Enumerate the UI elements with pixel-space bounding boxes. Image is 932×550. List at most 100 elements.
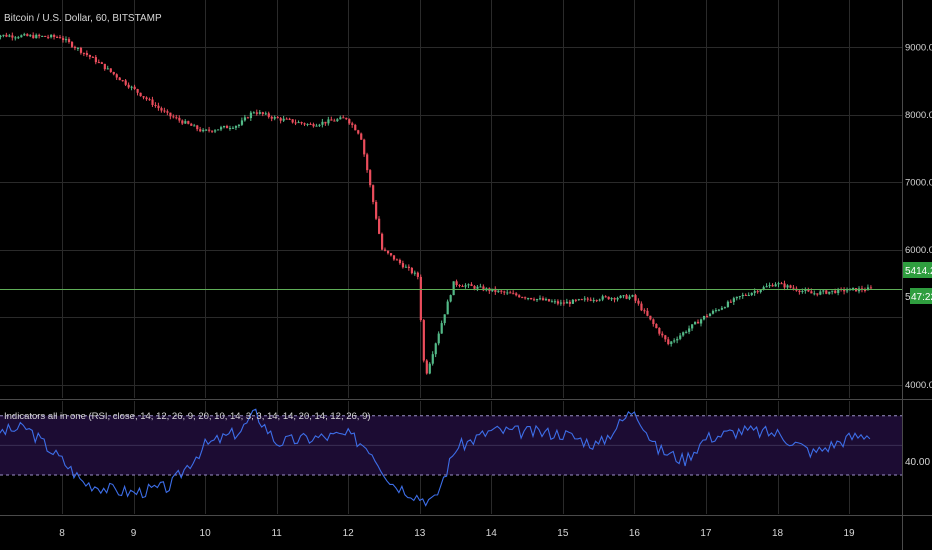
time-axis[interactable]: 8 9 10 11 12 13 14 15 16 17 18 19 — [59, 528, 855, 539]
candle-body — [446, 301, 449, 315]
candle-body — [670, 341, 673, 345]
candle-body — [231, 127, 235, 129]
candle-body — [544, 299, 548, 301]
candle-body — [756, 291, 759, 293]
candle-body — [321, 121, 324, 125]
candle-body — [303, 123, 306, 125]
candle-body — [658, 328, 661, 334]
candle-body — [556, 301, 560, 304]
candle-body — [163, 110, 166, 112]
candle-body — [8, 35, 11, 37]
candle-body — [574, 299, 577, 301]
candle-body — [62, 38, 65, 40]
candle-body — [822, 290, 825, 292]
candle-body — [759, 289, 762, 293]
candle-body — [79, 47, 83, 53]
time-tick-label: 13 — [414, 528, 426, 539]
candle-body — [154, 104, 157, 106]
candle-body — [804, 289, 807, 292]
price-axis[interactable]: 9000.00 8000.00 7000.00 6000.00 4000.00 — [905, 43, 932, 391]
candle-body — [333, 120, 336, 122]
candle-body — [506, 292, 509, 294]
candle-body — [5, 34, 8, 37]
candle-body — [661, 333, 664, 336]
candle-body — [539, 298, 542, 300]
candle-body — [473, 286, 476, 289]
candle-body — [586, 298, 589, 300]
last-price-badge: 5414.29 — [903, 262, 932, 278]
candle-body — [288, 118, 291, 120]
candle-body — [536, 299, 539, 301]
candle-body — [464, 285, 467, 287]
candle-body — [562, 302, 566, 304]
candle-body — [837, 288, 840, 294]
candle-body — [667, 339, 670, 345]
candle-body — [88, 54, 92, 57]
candle-body — [121, 80, 124, 82]
rsi-panel — [0, 408, 902, 507]
candle-body — [774, 284, 777, 287]
candle-body — [786, 285, 789, 288]
candle-body — [190, 123, 193, 126]
candle-body — [217, 129, 220, 131]
countdown-value: 47:22 — [911, 292, 932, 303]
candle-body — [705, 316, 709, 318]
candle-body — [237, 124, 241, 126]
candle-body — [318, 124, 321, 126]
candle-body — [44, 35, 47, 37]
candle-body — [723, 307, 727, 309]
candle-body — [431, 354, 434, 364]
candle-body — [869, 287, 873, 289]
candle-body — [685, 331, 688, 333]
candle-body — [106, 68, 109, 70]
candle-body — [309, 123, 312, 125]
price-tick-label: 8000.00 — [905, 110, 932, 121]
candle-body — [521, 297, 524, 299]
candle-body — [726, 301, 730, 308]
candle-body — [744, 294, 747, 296]
rsi-line — [0, 408, 871, 507]
candle-body — [604, 296, 607, 298]
candle-body — [306, 123, 309, 125]
price-tick-label: 4000.00 — [905, 380, 932, 391]
candle-body — [130, 86, 133, 88]
candle-body — [810, 291, 813, 294]
candle-body — [470, 284, 473, 287]
candle-body — [246, 117, 250, 119]
candle-body — [193, 125, 196, 127]
candle-body — [369, 170, 372, 186]
candle-body — [541, 298, 545, 301]
time-tick-label: 11 — [271, 528, 282, 539]
time-tick-label: 16 — [629, 528, 641, 539]
candle-body — [100, 62, 103, 64]
candle-body — [294, 122, 297, 124]
candle-body — [801, 291, 804, 293]
candle-body — [494, 288, 497, 292]
candle-body — [741, 294, 744, 297]
candle-body — [404, 266, 408, 268]
candle-body — [324, 121, 327, 124]
countdown-badge-bg — [910, 288, 932, 304]
time-tick-label: 17 — [700, 528, 712, 539]
candle-body — [771, 285, 774, 287]
candle-body — [372, 185, 375, 202]
candle-body — [550, 301, 554, 303]
candle-body — [682, 332, 685, 336]
candle-body — [366, 154, 369, 171]
candle-body — [70, 42, 74, 47]
candle-body — [816, 293, 819, 295]
candle-body — [583, 298, 586, 300]
candle-body — [646, 310, 649, 316]
candle-body — [527, 298, 530, 300]
candle-body — [255, 112, 258, 114]
candle-body — [589, 299, 592, 301]
candle-body — [351, 123, 354, 125]
candle-body — [598, 299, 601, 301]
candle-body — [228, 127, 232, 129]
candle-body — [184, 121, 187, 124]
candle-body — [577, 299, 580, 301]
candle-body — [211, 130, 214, 132]
candle-body — [416, 272, 419, 277]
candle-body — [449, 295, 452, 302]
